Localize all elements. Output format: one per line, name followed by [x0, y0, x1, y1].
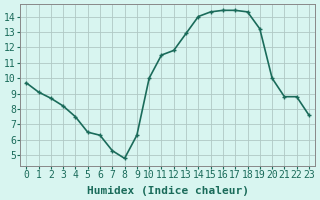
X-axis label: Humidex (Indice chaleur): Humidex (Indice chaleur) [87, 186, 249, 196]
